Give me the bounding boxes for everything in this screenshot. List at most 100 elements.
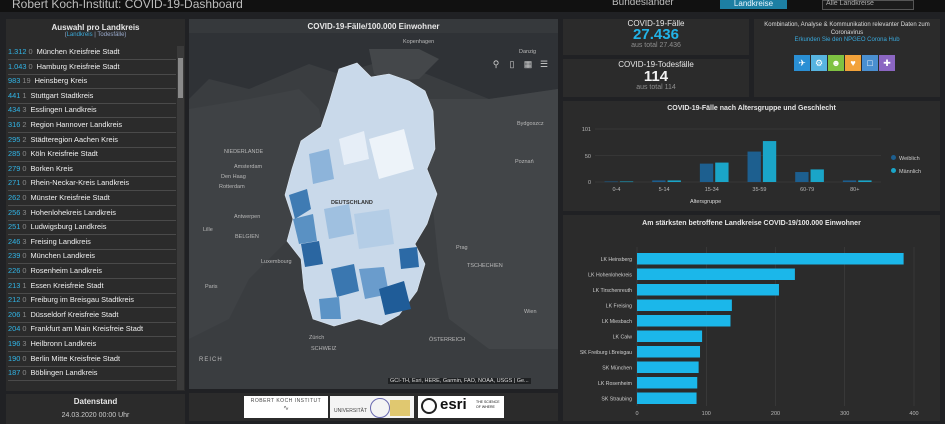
top-bar[interactable] [637,253,904,265]
list-item[interactable]: 239 0 München Landkreis [8,249,176,265]
list-item[interactable]: 246 3 Freising Landkreis [8,235,176,250]
label-belgien: BELGIEN [235,234,259,240]
layer-list-icon[interactable]: ☰ [539,59,549,69]
heart-icon[interactable]: ♥ [845,55,861,71]
top-category-label: LK Freising [606,303,632,309]
label-prag: Prag [456,245,468,251]
age-xtick: 80+ [850,187,859,193]
top-bar[interactable] [637,315,731,327]
hospital-icon[interactable]: ✚ [879,55,895,71]
landkreis-select[interactable]: Alle Landkreise [822,0,914,10]
top-category-label: LK Tirschenreuth [593,288,632,294]
list-item[interactable]: 316 2 Region Hannover Landkreis [8,118,176,133]
age-bar-weiblich[interactable] [842,180,857,182]
top-bar[interactable] [637,268,795,281]
list-item-deaths: 1 [22,90,27,100]
list-item[interactable]: 271 0 Rhein-Neckar-Kreis Landkreis [8,176,176,192]
list-item-deaths: 0 [22,149,27,159]
age-chart: 0 50 101 0-4 5-14 15-34 35-59 60-79 80+ [582,127,881,193]
list-item[interactable]: 983 19 Heinsberg Kreis [8,74,176,90]
top-bar[interactable] [637,392,697,405]
top-bar[interactable] [637,377,698,389]
list-item[interactable]: 196 3 Heilbronn Landkreis [8,337,176,352]
gear-icon[interactable]: ⚙ [811,55,827,71]
list-item[interactable]: 279 0 Borken Kreis [8,162,176,177]
age-bar-maennlich[interactable] [619,181,634,183]
kpi-cases-label: COVID-19-Fälle [627,19,685,28]
list-item-name: Region Hannover Landkreis [30,120,123,129]
top-bar[interactable] [637,346,701,358]
list-scrollbar[interactable] [177,46,184,390]
age-legend: Weiblich Männlich [891,155,921,175]
list-item-value: 1.043 [8,61,27,71]
label-bydgoszcz: Bydgoszcz [517,121,544,127]
age-bar-weiblich[interactable] [604,181,618,183]
list-item[interactable]: 285 0 Köln Kreisfreie Stadt [8,147,176,163]
list-item-value: 204 [8,324,21,334]
top-bar[interactable] [637,330,703,343]
bed-icon[interactable]: □ [862,55,878,71]
npgeo-hub-link[interactable]: Erkunden Sie den NPGEO Corona Hub [794,37,900,43]
top-xtick: 0 [635,411,638,417]
landkreise-button[interactable]: Landkreise [720,0,787,9]
age-bar-maennlich[interactable] [858,180,872,182]
top-bar[interactable] [637,361,699,374]
tab-todesfaelle[interactable]: Todesfälle [97,32,125,38]
age-bar-weiblich[interactable] [747,151,761,182]
list-item-name: Heilbronn Landkreis [30,339,97,348]
list-item-name: Köln Kreisfreie Stadt [30,149,98,159]
top-bar[interactable] [637,284,779,296]
people-icon[interactable]: ☻ [828,55,844,71]
list-item[interactable]: 251 0 Ludwigsburg Landkreis [8,220,176,236]
bundeslaender-toggle[interactable]: Bundesländer [612,0,674,8]
list-item-deaths: 1 [22,309,27,319]
list-item[interactable]: 434 3 Esslingen Landkreis [8,103,176,119]
list-item[interactable]: 441 1 Stuttgart Stadtkreis [8,89,176,104]
list-item[interactable]: 1.043 0 Hamburg Kreisfreie Stadt [8,60,176,75]
list-item[interactable]: 190 0 Berlin Mitte Kreisfreie Stadt [8,352,176,367]
list-item-deaths: 3 [22,207,27,217]
tab-landkreis[interactable]: Landkreis [66,32,93,38]
hub-icons: ✈ ⚙ ☻ ♥ □ ✚ [794,55,895,71]
bookmark-icon[interactable]: ▯ [509,59,515,69]
list-item-name: Düsseldorf Kreisfreie Stadt [30,309,119,319]
age-bar-maennlich[interactable] [667,180,681,182]
top-category-label: LK Heinsberg [601,257,633,263]
label-danzig: Danzig [519,49,537,55]
top-category-label: SK Straubing [601,396,632,402]
age-ytick: 0 [588,180,591,186]
list-item-value: 212 [8,295,21,305]
age-bar-weiblich[interactable] [652,180,666,182]
label-oesterreich: ÖSTERREICH [429,337,466,343]
scrollbar-thumb[interactable] [178,58,183,98]
list-item-name: Ludwigsburg Landkreis [30,222,107,232]
age-xtick: 5-14 [659,187,670,193]
list-item[interactable]: 226 0 Rosenheim Landkreis [8,264,176,279]
germany-choropleth[interactable] [189,19,558,389]
list-item[interactable]: 206 1 Düsseldorf Kreisfreie Stadt [8,308,176,323]
age-bar-maennlich[interactable] [810,169,824,182]
list-item[interactable]: 1.312 0 München Kreisfreie Stadt [8,45,176,60]
age-bar-maennlich[interactable] [715,162,729,182]
list-item[interactable]: 187 0 Böblingen Landkreis [8,366,176,382]
list-item[interactable]: 295 2 Städteregion Aachen Kreis [8,133,176,148]
car-icon[interactable]: ✈ [794,55,810,71]
basemap-icon[interactable]: ▦ [523,59,533,69]
list-item[interactable]: 204 0 Frankfurt am Main Kreisfreie Stadt [8,322,176,338]
search-icon[interactable]: ⚲ [492,59,500,69]
app-header: Robert Koch-Institut: COVID-19-Dashboard… [0,0,945,12]
age-bar-maennlich[interactable] [762,141,777,182]
list-title: Auswahl pro Landkreis [51,23,140,32]
list-item-name: Heinsberg Kreis [34,76,88,86]
age-bar-weiblich[interactable] [795,172,809,182]
list-item[interactable]: 213 1 Essen Kreisfreie Stadt [8,279,176,294]
age-xtick: 60-79 [800,187,814,193]
list-item[interactable]: 256 3 Hohenlohekreis Landkreis [8,206,176,221]
label-antwerpen: Antwerpen [234,214,261,220]
list-item[interactable]: 212 0 Freiburg im Breisgau Stadtkreis [8,293,176,309]
label-wien: Wien [524,309,537,315]
label-rotterdam: Rotterdam [219,184,245,190]
list-item[interactable]: 262 0 Münster Kreisfreie Stadt [8,191,176,206]
age-bar-weiblich[interactable] [699,163,714,182]
top-bar[interactable] [637,299,732,312]
